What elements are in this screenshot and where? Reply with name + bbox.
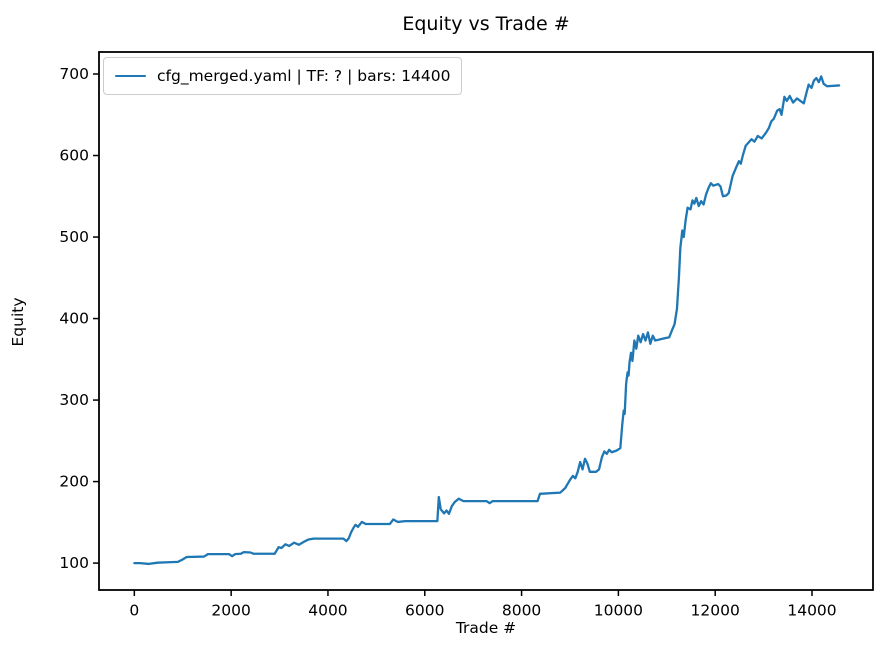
x-tick-label: 2000 — [211, 602, 250, 620]
y-tick-label: 700 — [59, 65, 89, 83]
legend: cfg_merged.yaml | TF: ? | bars: 14400 — [103, 57, 463, 95]
y-tick-label: 400 — [59, 310, 89, 328]
plot-spines — [98, 51, 874, 591]
x-tick-label: 10000 — [594, 602, 643, 620]
x-tick-label: 12000 — [691, 602, 740, 620]
x-axis-label: Trade # — [455, 619, 517, 637]
y-axis-label: Equity — [9, 297, 27, 347]
y-tick-label: 300 — [59, 391, 89, 409]
y-tick-label: 100 — [59, 554, 89, 572]
y-tick-label: 500 — [59, 228, 89, 246]
legend-label: cfg_merged.yaml | TF: ? | bars: 14400 — [157, 67, 451, 85]
y-tick-label: 200 — [59, 473, 89, 491]
x-tick-label: 0 — [129, 602, 139, 620]
y-tick-label: 600 — [59, 147, 89, 165]
series-line — [133, 75, 841, 566]
x-tick-label: 14000 — [787, 602, 836, 620]
x-tick-label: 8000 — [502, 602, 541, 620]
legend-line-swatch — [115, 74, 146, 78]
x-tick-label: 6000 — [405, 602, 444, 620]
axis-ticks — [93, 73, 813, 596]
x-tick-label: 4000 — [308, 602, 347, 620]
chart-title: Equity vs Trade # — [402, 13, 570, 35]
